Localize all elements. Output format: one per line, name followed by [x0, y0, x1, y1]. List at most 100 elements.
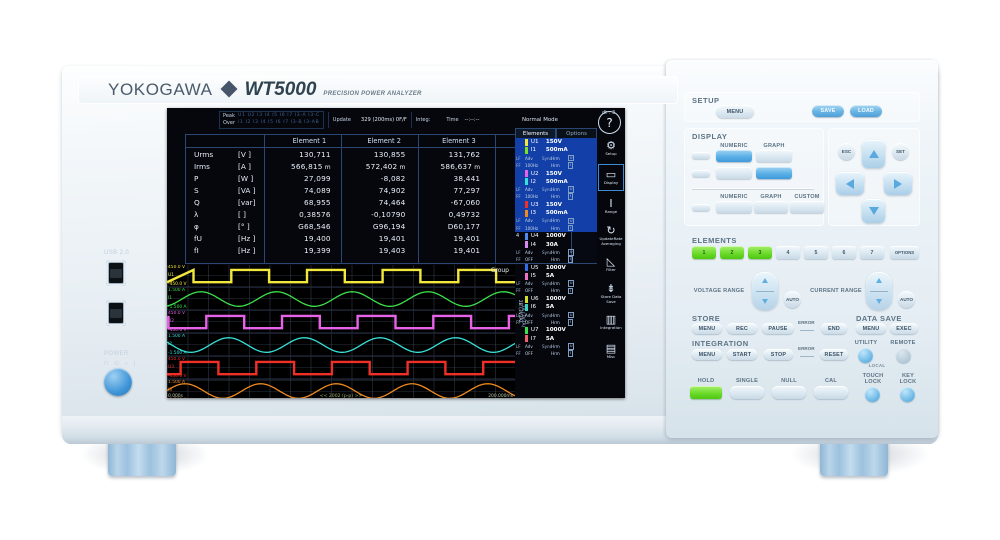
element-button-5[interactable]: 5 — [804, 246, 828, 259]
element-config-list[interactable]: U1150VI1500mALFAdvSyncHrmUFF100HzxHrmIΣA… — [515, 138, 597, 392]
integration-reset-button[interactable]: RESET — [820, 349, 848, 360]
element-button-label-1: 1 — [702, 249, 706, 256]
row-symbol-1: Irms — [194, 161, 210, 171]
row-unit-7: [Hz ] — [238, 234, 256, 244]
waveform-channel-U3: U3 — [168, 365, 175, 371]
element-button-3[interactable]: 3 — [748, 246, 772, 259]
display-graph-button-1[interactable] — [756, 150, 792, 162]
element-config-3[interactable]: U3150VI3500mALFAdvSyncHrmUFF100HzxHrmI — [515, 200, 597, 233]
element-config-1[interactable]: U1150VI1500mALFAdvSyncHrmUFF100HzxHrmIΣA… — [515, 138, 597, 196]
integration-start-button[interactable]: START — [727, 349, 757, 360]
display-numeric-button-3[interactable] — [716, 201, 752, 213]
nav-down-button[interactable] — [862, 199, 885, 223]
cal-button[interactable] — [814, 386, 848, 399]
voltage-range-down-icon[interactable] — [762, 299, 768, 304]
softkey-setup[interactable]: ⚙ Setup — [597, 134, 625, 163]
voltage-range-stepper[interactable] — [752, 272, 778, 310]
nav-left-button[interactable] — [836, 172, 864, 195]
tab-elements[interactable]: Elements — [515, 128, 556, 138]
element-button-2[interactable]: 2 — [720, 246, 744, 259]
voltage-range-up-icon[interactable] — [762, 278, 768, 283]
current-range-up-icon[interactable] — [876, 278, 882, 283]
data-save-exec-button[interactable]: EXEC — [890, 323, 918, 334]
hold-button[interactable] — [690, 386, 722, 399]
element-config-4[interactable]: U41000VI430ALFAdvSyncHrmUFFOFFxHrmI4 — [515, 232, 597, 263]
waveform-trace-I3 — [167, 383, 515, 398]
element-button-7[interactable]: 7 — [860, 246, 884, 259]
lcd-tabs[interactable]: Elements Options — [515, 128, 597, 138]
hrm-val-3: Hrm — [551, 225, 560, 231]
key-lock-button[interactable] — [900, 387, 915, 402]
current-range-stepper[interactable] — [866, 272, 892, 310]
display-graph-button-3[interactable] — [754, 201, 788, 213]
help-icon[interactable]: ? — [598, 111, 621, 134]
row-2-element-3: 38,441 — [453, 173, 481, 183]
esc-button[interactable]: ESC — [838, 143, 855, 160]
softkey-range[interactable]: I Range — [597, 192, 625, 221]
set-button[interactable]: SET — [892, 143, 909, 160]
integration-stop-button[interactable]: STOP — [764, 349, 793, 360]
table-row: fU [Hz ] 19,400 19,401 19,401 — [186, 233, 571, 245]
ff-val-2: 100Hz — [525, 194, 539, 200]
waveform-channel-U2: U2 — [168, 319, 175, 325]
softkey-store-data-save[interactable]: ⇟ Store Data Save — [597, 279, 625, 308]
store-pause-button[interactable]: PAUSE — [762, 323, 794, 334]
element-config-6[interactable]: U61000VI65ALFAdvSyncHrmUFFOFFxHrmI — [515, 295, 597, 326]
display-numeric-button-2[interactable] — [716, 167, 752, 179]
integration-menu-button[interactable]: MENU — [692, 349, 722, 360]
waveform-row-U3[interactable]: 450.0 V -450.0 V U3 — [167, 357, 515, 381]
waveform-row-U2[interactable]: 450.0 V -450.0 V U2 — [167, 311, 515, 335]
usb-port-1[interactable] — [106, 260, 126, 286]
store-menu-button[interactable]: MENU — [692, 323, 722, 334]
softkey-misc[interactable]: ▤ Misc — [597, 337, 625, 366]
element-config-2[interactable]: U2150VI2500mALFAdvSyncHrmUFF100HzxHrmI — [515, 169, 597, 201]
element-config-5[interactable]: U51000VI55ALFAdvSyncHrmUFFOFFxHrmIΣB (3V… — [515, 264, 597, 322]
power-button[interactable] — [104, 368, 132, 396]
voltage-auto-button[interactable]: AUTO — [784, 291, 801, 308]
usb-port-2[interactable] — [106, 300, 126, 326]
setup-icon: ⚙ — [606, 139, 616, 153]
setup-save-button[interactable]: SAVE — [812, 105, 844, 117]
display-custom-button-3[interactable] — [790, 201, 824, 213]
lcd-screen[interactable]: Peak Over U1 U2 I3 I4 I5 I6 I7 I3-A I3-C… — [167, 108, 625, 398]
tab-options[interactable]: Options — [556, 128, 597, 138]
waveform-row-I1[interactable]: 1.500 A -1.500 A I1 — [167, 288, 515, 312]
display-divider — [692, 188, 814, 189]
model-name: WT5000 — [244, 79, 317, 100]
setup-menu-button[interactable]: MENU — [716, 105, 754, 118]
i-name-7: I7 — [530, 335, 537, 342]
store-end-button[interactable]: END — [821, 323, 847, 334]
element-button-4[interactable]: 4 — [776, 246, 800, 259]
col-element-1: Element 1 — [272, 135, 347, 149]
data-save-menu-button[interactable]: MENU — [856, 323, 886, 334]
softkey-filter[interactable]: ◺ Filter — [597, 250, 625, 279]
softkey-integration[interactable]: ▥ Integration — [597, 308, 625, 337]
utility-button[interactable] — [858, 348, 873, 363]
store-rec-button[interactable]: REC — [727, 323, 757, 334]
waveform-row-U1[interactable]: 450.0 V -450.0 V U1 — [167, 265, 515, 289]
touch-lock-button[interactable] — [865, 387, 880, 402]
setup-load-button[interactable]: LOAD — [850, 105, 882, 117]
soft-key-bar[interactable]: ⚙ Setup ▭ Display I Range ↻ UpdateRate Averagin… — [597, 134, 625, 392]
single-button[interactable] — [730, 386, 764, 399]
current-range-down-icon[interactable] — [876, 299, 882, 304]
remote-button[interactable] — [896, 348, 911, 363]
softkey-display[interactable]: ▭ Display — [597, 163, 625, 192]
softkey-update-rate-averaging[interactable]: ↻ UpdateRate Averaging — [597, 221, 625, 250]
row-8-element-3: 19,401 — [453, 246, 481, 256]
elements-options-button[interactable]: OPTIONS — [890, 246, 919, 259]
nav-right-button[interactable] — [884, 172, 912, 195]
null-button[interactable] — [772, 386, 806, 399]
waveform-row-I3[interactable]: 1.500 A-1.500 AI3 — [167, 380, 515, 398]
element-button-1[interactable]: 1 — [692, 246, 716, 259]
i-color-swatch-5 — [525, 272, 529, 280]
element-button-6[interactable]: 6 — [832, 246, 856, 259]
current-auto-button[interactable]: AUTO — [898, 291, 915, 308]
waveform-area[interactable]: 450.0 V -450.0 V U1 1.500 A -1.500 A I1 450.0 … — [167, 265, 525, 398]
chip-u-4: U — [568, 249, 575, 256]
display-numeric-button-1[interactable] — [716, 150, 752, 162]
element-config-7[interactable]: U71000VI75ALFAdvSyncHrmUFFOFFxHrmI — [515, 326, 597, 358]
waveform-row-I2[interactable]: 1.500 A -1.500 A I2 — [167, 334, 515, 358]
nav-up-button[interactable] — [862, 140, 885, 168]
display-graph-button-2[interactable] — [756, 167, 792, 179]
